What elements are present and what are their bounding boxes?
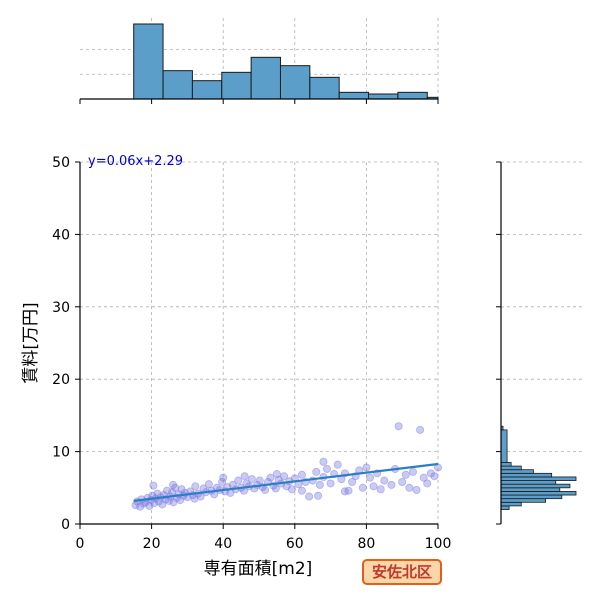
x-tick-label: 60 (286, 536, 304, 552)
scatter-point (340, 487, 349, 496)
scatter-point (358, 483, 367, 492)
x-hist-bar (309, 76, 340, 100)
y-axis-label: 賃料[万円] (21, 302, 41, 383)
scatter-point (272, 470, 281, 479)
y-hist-bar (500, 480, 557, 485)
scatter-point (380, 476, 389, 485)
scatter-point (287, 485, 296, 494)
scatter-point (394, 422, 403, 431)
x-hist-bar (338, 91, 370, 100)
x-hist-bar (250, 56, 281, 100)
scatter-point (365, 473, 374, 482)
y-hist-bar (500, 494, 563, 500)
scatter-point (319, 457, 328, 466)
y-hist-bar (500, 476, 577, 481)
scatter-point (297, 486, 306, 495)
scatter-point (412, 485, 421, 494)
scatter-point (387, 480, 396, 489)
scatter-plot-area: 0 20 40 60 80 100 0 10 20 30 40 50 (52, 155, 451, 552)
y-hist-bar (500, 469, 534, 474)
x-hist-bar (279, 65, 311, 100)
scatter-point (240, 472, 249, 481)
scatter-point (271, 484, 280, 493)
x-hist-bar (191, 80, 223, 100)
scatter-point (255, 476, 264, 485)
scatter-point (430, 472, 439, 481)
scatter-point (376, 485, 385, 494)
x-tick-label: 100 (425, 536, 452, 552)
scatter-point (297, 470, 306, 479)
scatter-point (261, 485, 270, 494)
scatter-point (362, 463, 371, 472)
y-marginal-histogram (496, 161, 582, 525)
scatter-point (191, 482, 200, 491)
scatter-point (423, 479, 432, 488)
scatter-point (333, 460, 342, 469)
x-hist-bar (162, 70, 193, 100)
x-hist-bar (133, 23, 164, 100)
y-hist-bar (500, 429, 508, 463)
scatter-point (419, 473, 428, 482)
scatter-point (305, 492, 314, 501)
y-hist-bar (500, 487, 561, 492)
y-hist-bar (500, 498, 546, 503)
scatter-point (348, 478, 357, 487)
x-hist-bar (368, 93, 399, 100)
scatter-point (312, 467, 321, 476)
scatter-point (315, 480, 324, 489)
scatter-point (219, 473, 228, 482)
regression-line (133, 462, 439, 502)
scatter-point (398, 478, 407, 487)
scatter-point (169, 480, 178, 489)
scatter-point (433, 463, 442, 472)
y-hist-bar (500, 483, 571, 489)
scatter-point (314, 491, 323, 500)
x-tick-label: 80 (357, 536, 375, 552)
scatter-point (405, 483, 414, 492)
y-tick-label: 30 (52, 300, 70, 316)
scatter-point (145, 501, 154, 510)
scatter-point (190, 494, 199, 503)
scatter-point (369, 482, 378, 491)
y-tick-label: 20 (52, 372, 70, 388)
x-hist-bar (221, 71, 252, 100)
region-badge: 安佐北区 (362, 559, 442, 585)
y-tick-label: 0 (61, 517, 70, 533)
y-hist-bar (500, 505, 510, 510)
y-hist-bar (500, 491, 577, 496)
scatter-point (416, 425, 425, 434)
x-marginal-histogram (79, 18, 439, 104)
x-tick-label: 40 (214, 536, 232, 552)
scatter-point (323, 464, 332, 473)
scatter-point (280, 472, 289, 481)
x-tick-label: 20 (143, 536, 161, 552)
x-axis-label: 専有面積[m2] (204, 559, 313, 579)
y-tick-label: 10 (52, 445, 70, 461)
y-hist-bar (500, 472, 553, 478)
scatter-point (408, 467, 417, 476)
y-hist-bar (500, 465, 522, 471)
y-hist-bar (500, 501, 522, 507)
scatter-point (247, 475, 256, 484)
y-tick-label: 40 (52, 227, 70, 243)
scatter-point (326, 479, 335, 488)
scatter-point (234, 476, 243, 485)
y-hist-bar (500, 462, 512, 467)
scatter-point (401, 470, 410, 479)
x-tick-label: 0 (76, 536, 85, 552)
scatter-point (266, 473, 275, 482)
y-tick-label: 50 (52, 155, 70, 171)
regression-equation: y=0.06x+2.29 (88, 154, 183, 169)
scatter-point (149, 481, 158, 490)
x-hist-bar (397, 91, 428, 100)
